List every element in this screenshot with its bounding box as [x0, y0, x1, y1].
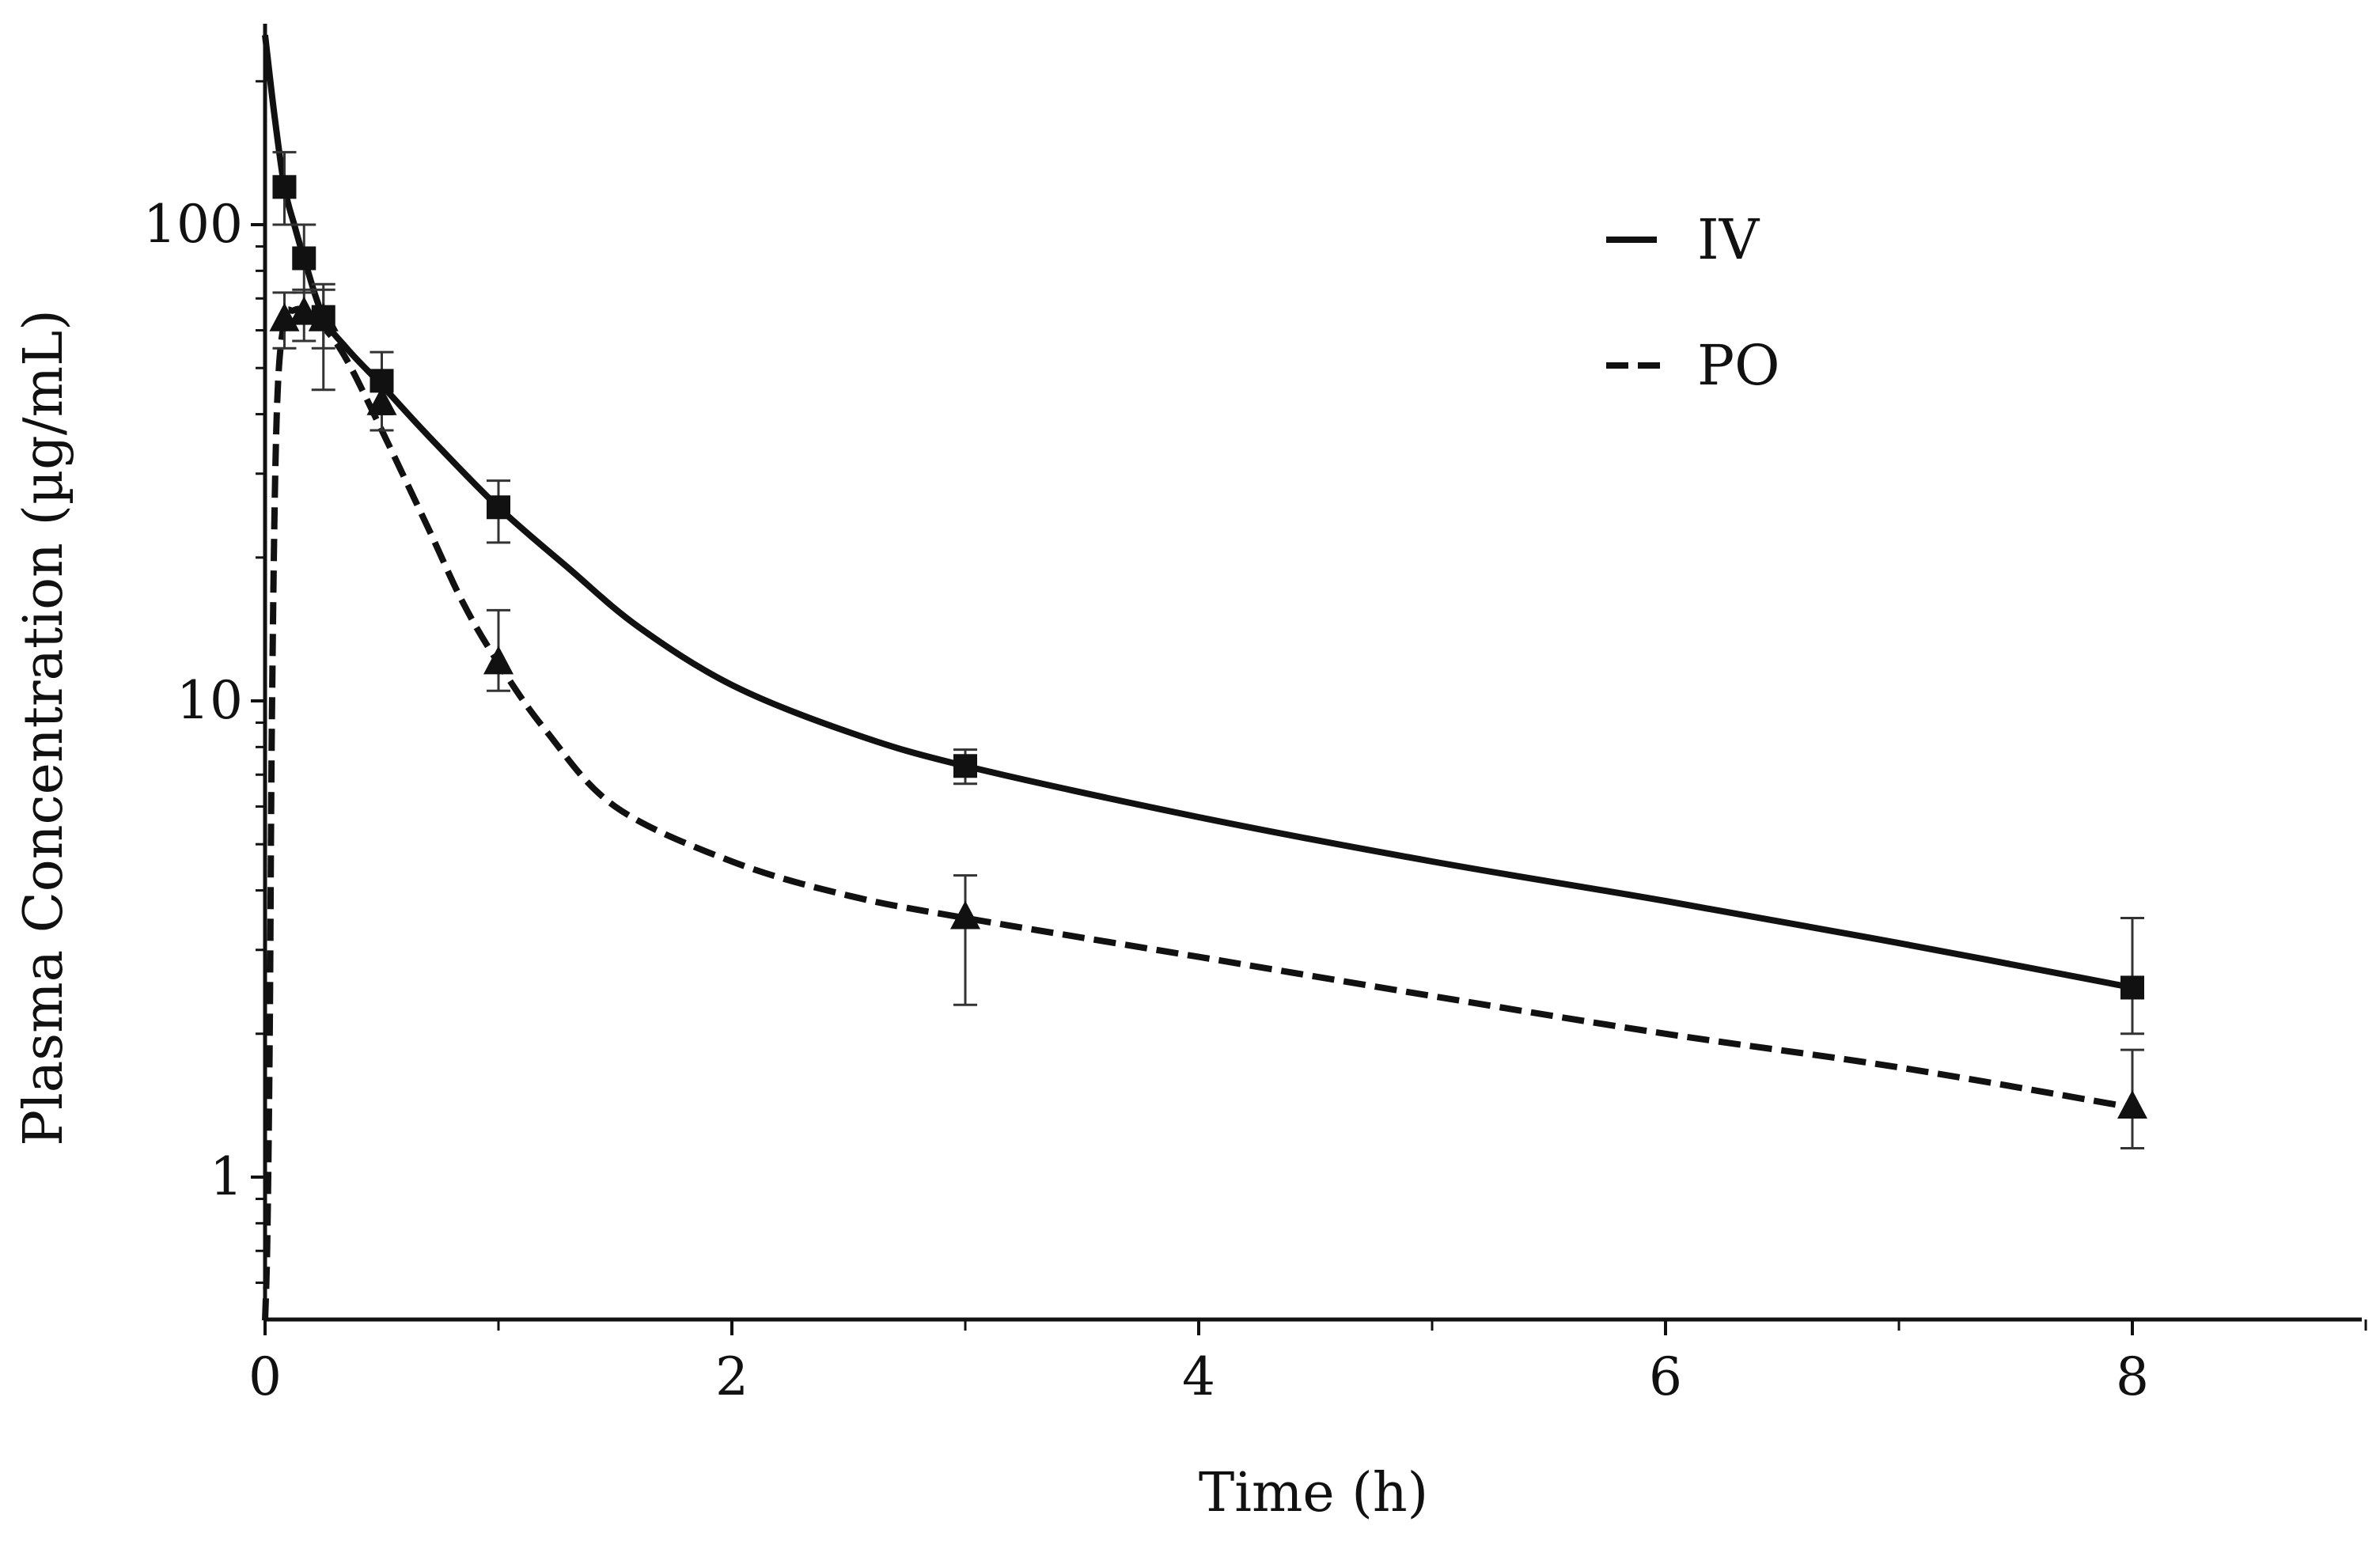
x-tick-label: 2 [715, 1346, 748, 1407]
y-axis-label: Plasma Concentration (µg/mL) [13, 309, 75, 1146]
x-axis-ticks: 0 2 4 6 8 [248, 1320, 2149, 1407]
y-tick-label: 1 [210, 1146, 243, 1207]
fit-curves [262, 34, 2133, 1321]
error-bars [272, 150, 2144, 1149]
data-point-iv [953, 754, 977, 778]
data-point-po [308, 302, 339, 331]
legend: IV PO [1606, 207, 1780, 398]
x-tick-label: 6 [1649, 1346, 1682, 1407]
data-point-iv [2120, 975, 2144, 1000]
data-point-iv [292, 246, 316, 271]
y-axis-ticks: 1 10 100 [143, 194, 265, 1207]
x-axis-label: Time (h) [1199, 1462, 1428, 1524]
x-tick-label: 4 [1182, 1346, 1215, 1407]
data-point-po [950, 900, 980, 930]
fit-curve-po [262, 305, 2133, 1321]
data-point-po [2117, 1090, 2147, 1119]
y-tick-label: 100 [143, 194, 243, 255]
legend-item-po: PO [1606, 333, 1780, 398]
x-tick-label: 0 [248, 1346, 282, 1407]
data-point-iv [272, 175, 297, 199]
y-tick-label: 10 [176, 670, 243, 731]
data-point-po [289, 296, 320, 325]
data-point-iv [487, 495, 510, 520]
data-point-po [483, 646, 514, 675]
legend-label-iv: IV [1697, 207, 1760, 272]
legend-label-po: PO [1697, 333, 1780, 398]
legend-item-iv: IV [1606, 207, 1760, 272]
fit-curve-iv [262, 34, 2133, 991]
data-markers [269, 175, 2147, 1119]
x-tick-label: 8 [2116, 1346, 2149, 1407]
data-point-po [366, 386, 397, 415]
